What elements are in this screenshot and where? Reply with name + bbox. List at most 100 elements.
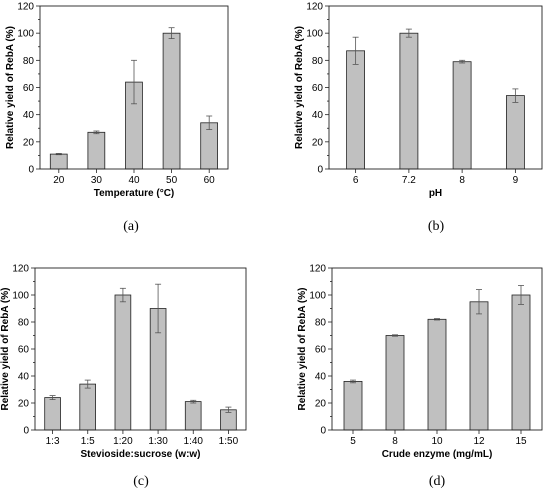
bar-1:20 (114, 294, 132, 431)
y-axis-title: Relative yield of RebA (%) (297, 288, 308, 411)
bar-9 (505, 95, 525, 170)
y-tick-label: 120 (306, 2, 323, 13)
x-tick-label: 1:5 (81, 436, 95, 447)
y-tick-label: 20 (18, 399, 30, 410)
x-tick-label: 10 (431, 436, 443, 447)
error-bar (84, 379, 91, 389)
y-tick-label: 120 (309, 264, 326, 275)
chart-panel-4: 0 20 40 60 80 100 120 5 8 10 12 15 Crude enzyme (mg/… (297, 264, 543, 489)
error-bar (225, 406, 232, 413)
y-tick-label: 20 (23, 137, 35, 148)
x-tick-label: 1:20 (113, 436, 133, 447)
y-tick-label: 100 (17, 29, 34, 40)
bar-15 (511, 294, 531, 431)
y-tick-label: 80 (23, 56, 35, 67)
x-tick-label: 60 (204, 175, 216, 186)
x-tick-label: 8 (392, 436, 398, 447)
x-tick-label: 30 (91, 175, 103, 186)
error-bar (434, 318, 440, 321)
x-axis-title: Crude enzyme (mg/mL) (382, 449, 493, 460)
x-tick-label: 8 (459, 175, 465, 186)
x-tick-label: 6 (353, 175, 359, 186)
y-tick-label: 60 (23, 83, 35, 94)
error-bar (119, 287, 126, 303)
error-bar (476, 289, 482, 315)
bar-50 (162, 32, 181, 170)
y-tick-label: 120 (17, 2, 34, 13)
bar-8 (452, 61, 472, 170)
error-bar (352, 36, 359, 65)
x-tick-label: 5 (350, 436, 356, 447)
error-bar (168, 27, 175, 39)
error-bar (392, 334, 398, 337)
x-tick-label: 1:30 (148, 436, 168, 447)
chart-panel-2: 0 20 40 60 80 100 120 6 7.2 8 9 pH Relative yield of… (294, 2, 543, 234)
y-axis-title: Relative yield of RebA (%) (0, 288, 11, 411)
bar-8 (385, 335, 405, 431)
x-tick-label: 7.2 (402, 175, 416, 186)
error-bar (518, 285, 524, 305)
y-tick-label: 100 (12, 291, 29, 302)
error-bar (49, 395, 56, 401)
error-bar (405, 28, 412, 38)
x-tick-label: 1:3 (46, 436, 60, 447)
error-bar (93, 130, 100, 135)
y-tick-label: 40 (315, 372, 327, 383)
x-axis-title: Stevioside:sucrose (w:w) (80, 449, 200, 460)
y-tick-label: 0 (317, 165, 323, 176)
y-tick-label: 40 (312, 110, 324, 121)
error-bar (206, 115, 213, 131)
bar-20 (49, 153, 68, 170)
panel-label: (c) (133, 474, 149, 489)
y-tick-label: 80 (312, 56, 324, 67)
y-axis-title: Relative yield of RebA (%) (294, 26, 305, 149)
x-axis-title: pH (429, 188, 442, 199)
error-bar (55, 152, 62, 156)
y-axis-title: Relative yield of RebA (%) (5, 26, 16, 149)
bar-1:50 (220, 409, 237, 431)
x-tick-label: 15 (515, 436, 527, 447)
y-tick-label: 20 (315, 399, 327, 410)
error-bar (155, 283, 162, 334)
error-bar (131, 59, 137, 105)
error-bar (459, 59, 466, 64)
y-tick-label: 60 (312, 83, 324, 94)
x-tick-label: 40 (128, 175, 140, 186)
panel-label: (d) (429, 474, 446, 489)
x-tick-label: 9 (513, 175, 519, 186)
y-tick-label: 0 (28, 165, 34, 176)
x-tick-label: 50 (166, 175, 178, 186)
panel-label: (b) (428, 219, 445, 234)
bar-6 (346, 50, 366, 170)
x-tick-label: 1:40 (184, 436, 204, 447)
y-tick-label: 60 (315, 345, 327, 356)
panel-label: (a) (123, 219, 139, 234)
x-tick-label: 20 (53, 175, 65, 186)
bar-5 (343, 380, 363, 431)
y-tick-label: 80 (18, 318, 30, 329)
bar-1:3 (44, 397, 61, 431)
y-tick-label: 80 (315, 318, 327, 329)
y-tick-label: 40 (23, 110, 35, 121)
error-bar (512, 88, 519, 103)
error-bar (350, 379, 356, 384)
bar-1:40 (184, 401, 202, 431)
y-tick-label: 20 (312, 137, 324, 148)
bar-12 (469, 301, 489, 431)
bar-1:5 (79, 383, 97, 431)
chart-panel-1: 0 20 40 60 80 100 120 20 30 40 50 60 Temperature (°C… (5, 2, 229, 234)
y-tick-label: 120 (12, 264, 29, 275)
bar-7.2 (399, 32, 419, 170)
y-tick-label: 40 (18, 372, 30, 383)
x-tick-label: 12 (473, 436, 485, 447)
bar-10 (427, 318, 447, 431)
y-tick-label: 100 (309, 291, 326, 302)
plot-frame (34, 267, 247, 431)
y-tick-label: 0 (23, 426, 29, 437)
y-tick-label: 0 (320, 426, 326, 437)
error-bar (190, 399, 197, 404)
x-axis-title: Temperature (°C) (94, 188, 175, 199)
chart-panel-3: 0 20 40 60 80 100 120 1:3 1:5 1:20 1:30 1:40 1:50 Ste… (0, 264, 247, 489)
y-tick-label: 60 (18, 345, 30, 356)
